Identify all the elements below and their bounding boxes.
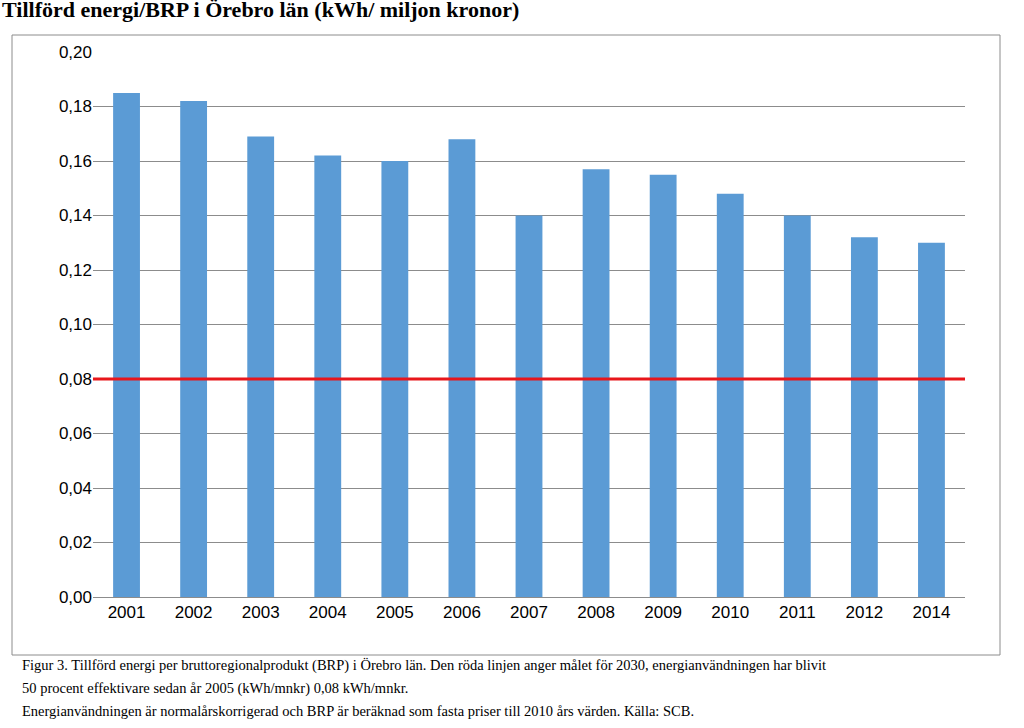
svg-text:Energianvändningen är normalår: Energianvändningen är normalårskorrigera… (22, 703, 694, 719)
svg-text:2003: 2003 (242, 603, 280, 622)
svg-text:0,00: 0,00 (59, 588, 92, 607)
svg-text:0,06: 0,06 (59, 424, 92, 443)
svg-text:2010: 2010 (711, 603, 749, 622)
svg-text:2011: 2011 (779, 603, 816, 622)
svg-text:2014: 2014 (913, 603, 951, 622)
svg-text:2012: 2012 (845, 603, 883, 622)
svg-text:2004: 2004 (309, 603, 347, 622)
svg-text:0,16: 0,16 (59, 152, 92, 171)
svg-text:Figur 3. Tillförd energi per b: Figur 3. Tillförd energi per bruttoregio… (22, 657, 826, 674)
svg-text:2008: 2008 (577, 603, 615, 622)
svg-text:Tillförd energi/BRP i Örebro l: Tillförd energi/BRP i Örebro län (kWh/ m… (2, 0, 519, 22)
svg-text:2005: 2005 (376, 603, 414, 622)
svg-text:0,10: 0,10 (59, 315, 92, 334)
svg-text:0,08: 0,08 (59, 370, 92, 389)
svg-text:2006: 2006 (443, 603, 481, 622)
svg-text:0,20: 0,20 (59, 43, 92, 62)
svg-text:0,18: 0,18 (59, 97, 92, 116)
svg-text:2007: 2007 (510, 603, 548, 622)
svg-text:0,02: 0,02 (59, 533, 92, 552)
svg-text:2002: 2002 (175, 603, 213, 622)
svg-text:0,04: 0,04 (59, 479, 92, 498)
svg-text:2001: 2001 (108, 603, 146, 622)
svg-text:50 procent effektivare sedan å: 50 procent effektivare sedan år 2005 (kW… (22, 680, 408, 697)
svg-text:2009: 2009 (644, 603, 682, 622)
svg-text:0,14: 0,14 (59, 206, 92, 225)
svg-text:0,12: 0,12 (59, 261, 92, 280)
